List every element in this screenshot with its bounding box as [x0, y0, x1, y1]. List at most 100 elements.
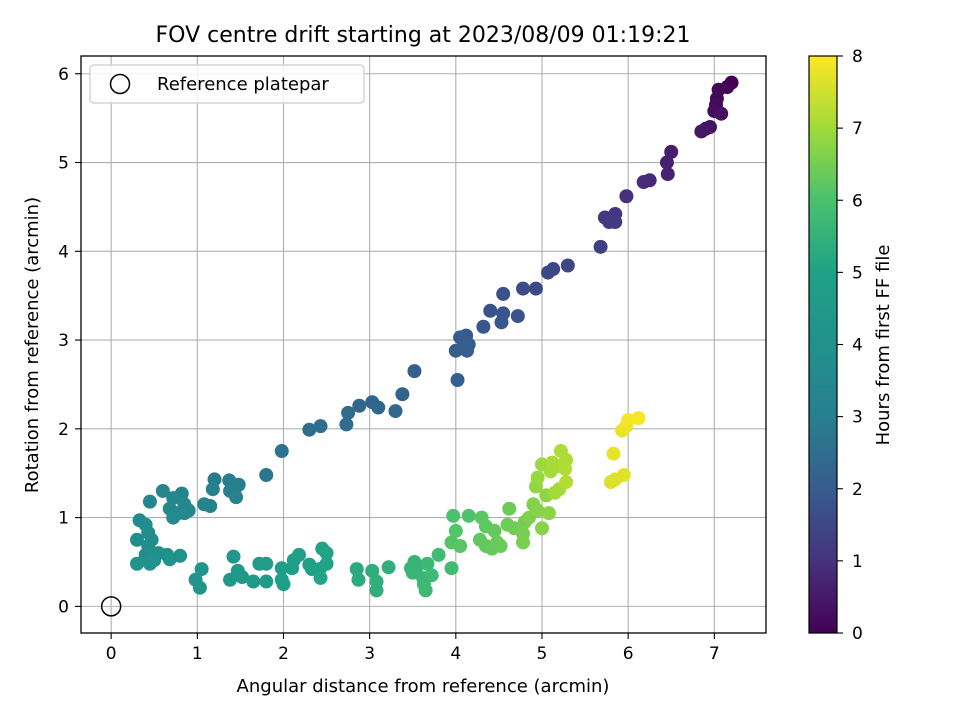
data-point: [502, 501, 517, 516]
data-point: [621, 412, 636, 427]
data-point: [405, 565, 420, 580]
data-points: [130, 75, 739, 598]
data-point: [418, 583, 433, 598]
legend-entry: Reference platepar: [157, 74, 329, 95]
y-axis-label: Rotation from reference (arcmin): [22, 197, 43, 493]
data-point: [319, 556, 334, 571]
data-point: [381, 560, 396, 575]
grid: [81, 56, 766, 633]
colorbar-tick-label: 8: [852, 47, 863, 67]
data-point: [246, 574, 261, 589]
data-point: [291, 547, 306, 562]
data-point: [369, 583, 384, 598]
data-point: [450, 373, 465, 388]
colorbar: 0 1 2 3 4 5 6 7 8 Hours from first FF file: [808, 47, 894, 644]
data-point: [313, 419, 328, 434]
y-tick-label: 4: [58, 242, 69, 262]
data-point: [371, 400, 386, 415]
data-point: [194, 562, 209, 577]
data-point: [616, 467, 631, 482]
data-point: [166, 491, 181, 506]
data-point: [714, 106, 729, 121]
data-point: [259, 467, 274, 482]
colorbar-tick-label: 1: [852, 552, 863, 572]
data-point: [593, 239, 608, 254]
x-tick-label: 6: [623, 644, 634, 664]
data-point: [558, 461, 573, 476]
data-point: [229, 490, 244, 505]
data-point: [352, 398, 367, 413]
data-point: [476, 319, 491, 334]
y-axis-ticks: 0 1 2 3 4 5 6: [58, 65, 81, 617]
data-point: [516, 535, 531, 550]
data-point: [130, 556, 145, 571]
data-point: [192, 580, 207, 595]
data-point: [424, 568, 439, 583]
data-point: [365, 563, 380, 578]
x-tick-label: 7: [709, 644, 720, 664]
data-point: [142, 494, 157, 509]
legend: Reference platepar: [89, 64, 365, 104]
data-point: [388, 404, 403, 419]
data-point: [453, 539, 468, 554]
data-point: [461, 508, 476, 523]
data-point: [660, 167, 675, 182]
data-point: [606, 446, 621, 461]
data-point: [142, 556, 157, 571]
data-point: [530, 503, 545, 518]
data-point: [694, 124, 709, 139]
reference-point-marker: [100, 596, 122, 617]
colorbar-ticks: 0 1 2 3 4 5 6 7 8: [837, 47, 863, 644]
data-point: [235, 570, 250, 585]
data-point: [166, 510, 181, 525]
x-tick-label: 1: [192, 644, 203, 664]
data-point: [205, 482, 220, 497]
x-axis-label: Angular distance from reference (arcmin): [237, 676, 610, 697]
colorbar-tick-label: 5: [852, 263, 863, 283]
colorbar-tick-label: 0: [852, 624, 863, 644]
data-point: [493, 539, 508, 554]
y-tick-label: 5: [58, 154, 69, 174]
colorbar-tick-label: 6: [852, 191, 863, 211]
data-point: [177, 506, 192, 521]
data-point: [276, 577, 291, 592]
data-point: [130, 532, 145, 547]
data-point: [510, 309, 525, 324]
data-point: [407, 364, 422, 379]
chart-title: FOV centre drift starting at 2023/08/09 …: [156, 23, 691, 48]
data-point: [259, 574, 274, 589]
data-point: [274, 444, 289, 459]
data-point: [494, 315, 509, 330]
y-tick-label: 6: [58, 65, 69, 85]
data-point: [313, 570, 328, 585]
data-point: [226, 549, 241, 564]
data-point: [349, 562, 364, 577]
legend-marker-icon: [109, 73, 131, 95]
data-point: [446, 508, 461, 523]
legend-box: [89, 64, 365, 104]
data-point: [636, 175, 651, 190]
data-point: [528, 281, 543, 296]
y-tick-label: 0: [58, 597, 69, 617]
data-point: [560, 258, 575, 273]
data-point: [664, 144, 679, 159]
data-point: [259, 556, 274, 571]
data-point: [431, 547, 446, 562]
x-tick-label: 0: [106, 644, 117, 664]
data-point: [608, 214, 623, 229]
colorbar-gradient: [808, 55, 838, 634]
data-point: [516, 281, 531, 296]
y-tick-label: 1: [58, 509, 69, 529]
data-point: [541, 265, 556, 280]
data-point: [302, 422, 317, 437]
y-tick-label: 3: [58, 331, 69, 351]
x-tick-label: 5: [537, 644, 548, 664]
data-point: [197, 497, 212, 512]
data-point: [530, 470, 545, 485]
data-point: [155, 483, 170, 498]
data-point: [619, 189, 634, 204]
data-point: [420, 556, 435, 571]
data-point: [448, 523, 463, 538]
colorbar-tick-label: 7: [852, 119, 863, 139]
